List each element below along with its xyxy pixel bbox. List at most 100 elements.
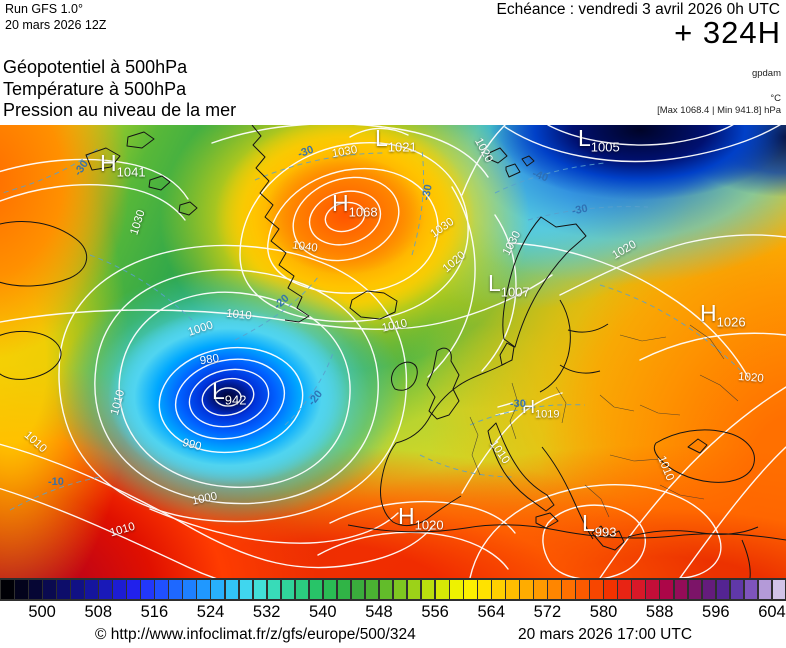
colorbar-cell [393, 580, 407, 599]
colorbar-cell [744, 580, 758, 599]
isobar-label: 1000 [190, 490, 219, 508]
colorbar-cell [85, 580, 98, 599]
isobar-label: 1010 [380, 317, 409, 335]
colorbar-cell [674, 580, 688, 599]
colorbar-cell [421, 580, 435, 599]
country-borders [469, 324, 739, 518]
param-titles: Géopotentiel à 500hPa Température à 500h… [3, 57, 236, 122]
isotherm-label: -20 [271, 292, 292, 312]
isotherm-label: -40 [530, 167, 550, 185]
colorbar-cell [576, 580, 589, 599]
colorbar-cell [548, 580, 561, 599]
colorbar-cell [478, 580, 491, 599]
isobar-label: 1020 [472, 136, 495, 165]
colorbar-cell [435, 580, 449, 599]
colorbar-cell [450, 580, 463, 599]
colorbar-tick: 516 [140, 603, 169, 621]
footer: © http://www.infoclimat.fr/z/gfs/europe/… [0, 623, 786, 648]
isobar-label: 1030 [428, 215, 457, 241]
colorbar-cell [15, 580, 28, 599]
copyright-url: © http://www.infoclimat.fr/z/gfs/europe/… [95, 626, 416, 643]
unit-gpdam: gpdam [751, 68, 781, 79]
colorbar-cell [464, 580, 477, 599]
colorbar-cell [197, 580, 210, 599]
colorbar-tick: 572 [533, 603, 562, 621]
colorbar-cell [225, 580, 239, 599]
colorbar-cell [646, 580, 659, 599]
colorbar-tick: 588 [645, 603, 674, 621]
isotherm-label: -10 [48, 476, 64, 488]
colorbar-tick: 580 [589, 603, 618, 621]
colorbar-tick: 524 [196, 603, 225, 621]
colorbar-cell [169, 580, 182, 599]
pressure-center-h1041: H1041 [100, 150, 146, 180]
isotherm-label: -30 [72, 158, 92, 179]
isobar-label: 980 [199, 352, 220, 368]
colorbar-cell [281, 580, 295, 599]
param-geopotential: Géopotentiel à 500hPa [3, 57, 188, 77]
colorbar-tick: 532 [252, 603, 281, 621]
colorbar-cell [183, 580, 196, 599]
pressure-center-l993: L993 [582, 510, 617, 540]
isobar-label: 1030 [331, 143, 359, 161]
colorbar-tick: 596 [702, 603, 730, 621]
isobar-label: 1010 [655, 454, 676, 483]
isobar-label: 1040 [291, 239, 319, 255]
colorbar-tick: 556 [421, 603, 449, 621]
run-model: Run GFS 1.0° [5, 2, 83, 16]
map-background [0, 125, 786, 578]
isobar-label: 1000 [186, 319, 215, 339]
pressure-center-l1005: L1005 [578, 125, 620, 155]
isobar-label: 1010 [108, 388, 128, 417]
colorbar-cell [407, 580, 421, 599]
colorbar-tick: 540 [309, 603, 337, 621]
colorbar-cell [323, 580, 337, 599]
colorbar-cell [71, 580, 84, 599]
colorbar-cell [520, 580, 533, 599]
pressure-center-h1026: H1026 [700, 300, 746, 330]
colorbar-cell [211, 580, 224, 599]
pressure-center-h1020: H1020 [398, 503, 444, 533]
isobar-label: 1010 [21, 429, 49, 456]
colorbar-cell [295, 580, 309, 599]
colorbar-cell [618, 580, 631, 599]
isotherm-label: -20 [305, 388, 326, 409]
echeance-label: Echéance : vendredi 3 avril 2026 0h UTC [496, 1, 780, 18]
colorbar-cell [1, 580, 14, 599]
colorbar-cell [267, 580, 281, 599]
isotherm-label: -30 [570, 202, 589, 218]
isobar-label: 1010 [487, 438, 512, 467]
isobar-label: 1010 [108, 520, 137, 540]
pressure-center-l942: L942 [212, 378, 247, 408]
colorbar-cell [660, 580, 673, 599]
colorbar-cell [379, 580, 393, 599]
colorbar-cell [29, 580, 42, 599]
pressure-center-l1021: L1021 [375, 125, 417, 155]
colorbar-cell [337, 580, 351, 599]
isobar-label: 1020 [610, 238, 639, 262]
colorbar-cell [253, 580, 267, 599]
colorbar-cell [590, 580, 603, 599]
isobar-label: 1030 [128, 208, 148, 237]
unit-celsius: °C [770, 93, 781, 104]
colorbar-tick: 548 [365, 603, 393, 621]
colorbar-cell [99, 580, 112, 599]
colorbar-tick: 564 [477, 603, 506, 621]
generation-datetime: 20 mars 2026 17:00 UTC [518, 626, 693, 643]
colorbar-cell [758, 580, 772, 599]
weather-map: H1041 L1021 H1068 L1005 L1007 H1026 L942 H1019 H… [0, 125, 786, 578]
header: Run GFS 1.0° 20 mars 2026 12Z Echéance :… [0, 0, 786, 125]
pressure-center-h1068: H1068 [332, 190, 378, 220]
colorbar-cell [492, 580, 505, 599]
coastlines [0, 125, 786, 578]
colorbar-cell [57, 580, 70, 599]
colorbar-ticks: 500 508 516 524 532 540 548 556 564 572 580 588 596 6… [0, 601, 786, 623]
colorbar-cell [534, 580, 547, 599]
isobar-label: 1020 [737, 370, 765, 386]
forecast-step: + 324H [674, 15, 781, 50]
colorbar-cell [351, 580, 365, 599]
param-temperature: Température à 500hPa [3, 78, 187, 99]
colorbar-cell [309, 580, 323, 599]
pressure-center-h1019: H1019 [522, 397, 560, 421]
